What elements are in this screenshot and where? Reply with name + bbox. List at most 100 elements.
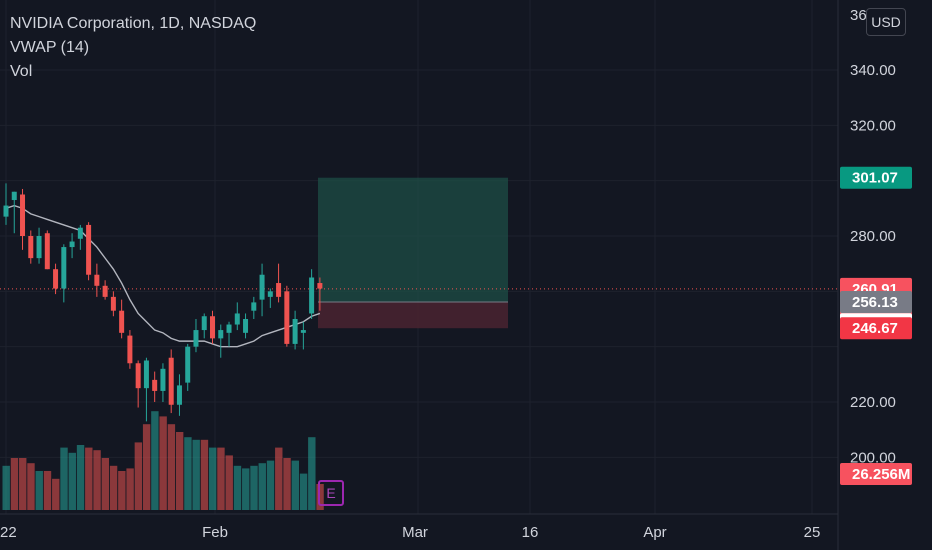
price-label-bg [840, 166, 912, 189]
volume-bar [101, 458, 110, 510]
price-label-bg [840, 291, 912, 314]
vwap-indicator-label[interactable]: VWAP (14) [10, 39, 90, 56]
candle-body [28, 236, 34, 259]
price-tick-label: 320.00 [850, 117, 896, 134]
candle [309, 269, 315, 319]
candle-body [276, 283, 282, 297]
price-label-bg [840, 317, 912, 340]
volume-bar [76, 445, 85, 510]
volume-bar [250, 465, 258, 510]
candle-body [160, 368, 166, 391]
price-label-value: 246.67 [852, 320, 898, 337]
candle-body [243, 319, 249, 333]
candle-body [11, 191, 17, 201]
candle [251, 296, 257, 319]
candle [61, 244, 67, 303]
candle-body [44, 233, 50, 270]
volume-bar [27, 463, 35, 510]
volume-bar [291, 460, 299, 510]
candle-body [127, 335, 133, 364]
currency-button[interactable]: USD [866, 8, 906, 36]
candle-body [119, 310, 125, 333]
volume-bar [258, 463, 266, 510]
candle-body [226, 324, 232, 333]
candle-body [102, 285, 108, 297]
volume-bar [118, 471, 126, 510]
candle-body [185, 346, 191, 383]
candle-body [152, 379, 158, 391]
price-tick-label: 280.00 [850, 228, 896, 245]
volume-bar [283, 458, 291, 510]
candle-body [77, 227, 83, 239]
candle [193, 319, 199, 353]
volume-indicator-label[interactable]: Vol [10, 63, 33, 80]
volume-bar [126, 468, 134, 510]
candle-body [300, 330, 306, 333]
volume-bar [184, 437, 192, 510]
volume-bar [2, 465, 10, 510]
candle-body [251, 302, 257, 311]
volume-bar [200, 439, 209, 510]
price-label-bg [840, 463, 912, 485]
volume-bar [85, 447, 93, 510]
volume-bar [275, 447, 283, 510]
candle [259, 263, 265, 317]
volume-bar [299, 473, 308, 510]
candle [3, 183, 9, 225]
volume-bar [52, 478, 60, 510]
candle-body [201, 316, 207, 331]
price-label-value: 26.256M [852, 466, 910, 483]
candle [210, 310, 215, 344]
candle-body [20, 194, 26, 236]
earnings-marker-label: E [326, 485, 335, 501]
candle [20, 188, 26, 250]
candle-body [86, 224, 92, 275]
candle [243, 313, 249, 339]
candle [276, 263, 282, 303]
candle-body [210, 316, 215, 339]
candle-body [94, 274, 100, 286]
candle [226, 321, 232, 347]
volume-bar [134, 442, 143, 510]
candle [44, 230, 50, 270]
candle-body [110, 296, 116, 311]
candle [53, 263, 59, 295]
time-tick-label: Feb [202, 524, 228, 541]
candle-body [234, 313, 240, 325]
candle-body [193, 330, 199, 347]
volume-bar [167, 424, 176, 510]
volume-bar [316, 484, 324, 510]
volume-bar [35, 471, 43, 510]
price-label-stop: 246.67 [840, 317, 912, 340]
symbol-title[interactable]: NVIDIA Corporation, 1D, NASDAQ [10, 15, 257, 32]
volume-bar [159, 416, 167, 510]
earnings-marker-icon [318, 480, 344, 506]
volume-bar [68, 452, 76, 510]
price-tick-label: 340.00 [850, 62, 896, 79]
candle [152, 371, 158, 402]
volume-bar [209, 447, 217, 510]
volume-bar [242, 468, 250, 510]
volume-bar [192, 439, 200, 510]
volume-bar [109, 465, 118, 510]
candle [119, 299, 125, 339]
volume-bar [308, 437, 316, 510]
candle [267, 288, 273, 308]
time-tick-label: 2022 [0, 524, 17, 541]
price-label-target: 301.07 [840, 166, 912, 189]
loss-zone [318, 302, 508, 329]
time-tick-label: 25 [804, 524, 821, 541]
price-tick-label: 36 [850, 7, 867, 24]
candle [185, 343, 191, 391]
candle [201, 313, 207, 339]
candle [94, 263, 100, 297]
candle [102, 280, 108, 300]
candle-body [3, 205, 9, 217]
volume-bar [19, 458, 27, 510]
volume-bar [266, 460, 275, 510]
time-tick-label: 16 [522, 524, 539, 541]
volume-bar [151, 411, 159, 510]
candle-body [53, 269, 59, 289]
